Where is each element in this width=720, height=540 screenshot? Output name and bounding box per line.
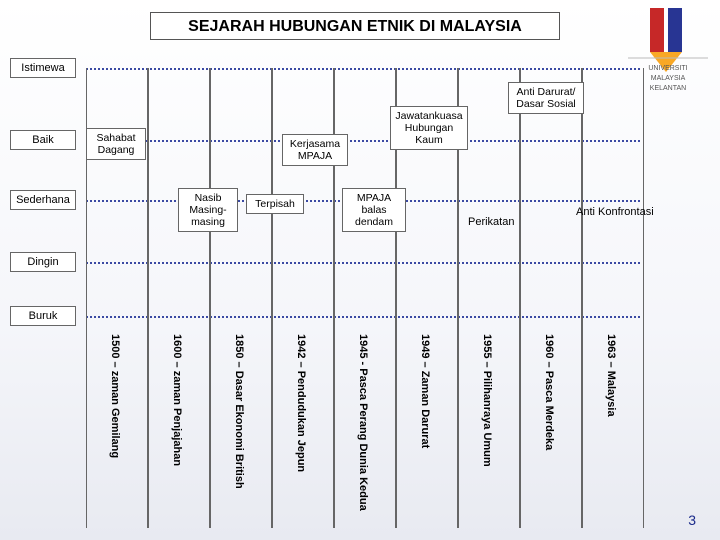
x-label-1955: 1955 – Pilihanraya Umum	[481, 334, 493, 467]
x-label-1963: 1963 – Malaysia	[605, 334, 617, 417]
page-title: SEJARAH HUBUNGAN ETNIK DI MALAYSIA	[150, 12, 560, 40]
x-label-1945: 1945 - Pasca Perang Dunia Kedua	[357, 334, 369, 511]
x-label-1942: 1942 – Pendudukan Jepun	[295, 334, 307, 472]
event-jawatankuasa: Jawatankuasa Hubungan Kaum	[390, 106, 468, 150]
event-kerjasama-mpaja: Kerjasama MPAJA	[282, 134, 348, 166]
x-label-1949: 1949 – Zaman Darurat	[419, 334, 431, 448]
logo-text-3: KELANTAN	[650, 85, 686, 92]
x-label-1500: 1500 – zaman Gemilang	[109, 334, 121, 458]
annotation-perikatan: Perikatan	[468, 216, 514, 229]
y-label-sederhana: Sederhana	[10, 190, 76, 210]
y-label-istimewa: Istimewa	[10, 58, 76, 78]
page-number: 3	[688, 512, 696, 528]
annotation-anti-konfrontasi: Anti Konfrontasi	[576, 206, 654, 219]
x-label-1960: 1960 – Pasca Merdeka	[543, 334, 555, 450]
event-anti-darurat: Anti Darurat/ Dasar Sosial	[508, 82, 584, 114]
x-label-1600: 1600 – zaman Penjajahan	[171, 334, 183, 466]
column-1960	[520, 68, 582, 528]
logo-text-1: UNIVERSITI	[648, 65, 687, 72]
y-label-baik: Baik	[10, 130, 76, 150]
event-sahabat-dagang: Sahabat Dagang	[86, 128, 146, 160]
event-mpaja-balas: MPAJA balas dendam	[342, 188, 406, 232]
y-label-buruk: Buruk	[10, 306, 76, 326]
event-terpisah: Terpisah	[246, 194, 304, 214]
logo-text-2: MALAYSIA	[651, 75, 686, 82]
event-nasib-masing: Nasib Masing-masing	[178, 188, 238, 232]
y-label-dingin: Dingin	[10, 252, 76, 272]
column-1963	[582, 68, 644, 528]
x-label-1850: 1850 – Dasar Ekonomi British	[233, 334, 245, 489]
